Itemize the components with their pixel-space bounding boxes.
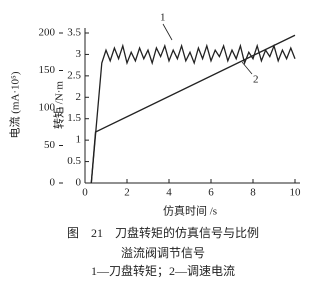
y-tick-label: 1 bbox=[76, 134, 82, 146]
x-axis-label: 仿真时间 /s bbox=[163, 204, 217, 218]
series-line bbox=[90, 34, 296, 184]
y-tick-label: 0.5 bbox=[67, 155, 81, 167]
y2-tick-label: 50 bbox=[44, 139, 56, 151]
x-tick-label: 8 bbox=[250, 187, 256, 199]
leader-line bbox=[162, 23, 173, 41]
y-tick-label: 3 bbox=[76, 48, 82, 60]
y-tick-label: 3.5 bbox=[67, 27, 81, 39]
x-tick-label: 6 bbox=[208, 187, 214, 199]
series-label: 1 bbox=[160, 12, 166, 24]
x-tick-label: 0 bbox=[82, 187, 88, 199]
y-axis-label: 转矩 /N·m bbox=[52, 81, 66, 129]
y2-tick-label: 0 bbox=[50, 177, 56, 189]
x-tick-label: 4 bbox=[166, 187, 172, 199]
y2-tick-label: 100 bbox=[39, 102, 56, 114]
y2-axis-label: 电流 (mA·10⁵) bbox=[8, 71, 22, 138]
caption: 图 21 刀盘转矩的仿真信号与比例 bbox=[67, 225, 259, 240]
series-line bbox=[90, 43, 296, 184]
series-label: 2 bbox=[253, 74, 259, 86]
caption: 1—刀盘转矩；2—调速电流 bbox=[91, 263, 235, 278]
y2-tick-label: 150 bbox=[39, 64, 56, 76]
x-tick-label: 10 bbox=[290, 187, 302, 199]
caption: 溢流阀调节信号 bbox=[121, 246, 205, 260]
y2-tick-label: 200 bbox=[39, 27, 56, 39]
y-tick-label: 2.5 bbox=[67, 69, 81, 81]
y-tick-label: 0 bbox=[76, 177, 82, 189]
leader-line bbox=[241, 61, 253, 75]
y-tick-label: 1.5 bbox=[67, 112, 81, 124]
x-tick-label: 2 bbox=[124, 187, 130, 199]
y-tick-label: 2 bbox=[76, 91, 82, 103]
